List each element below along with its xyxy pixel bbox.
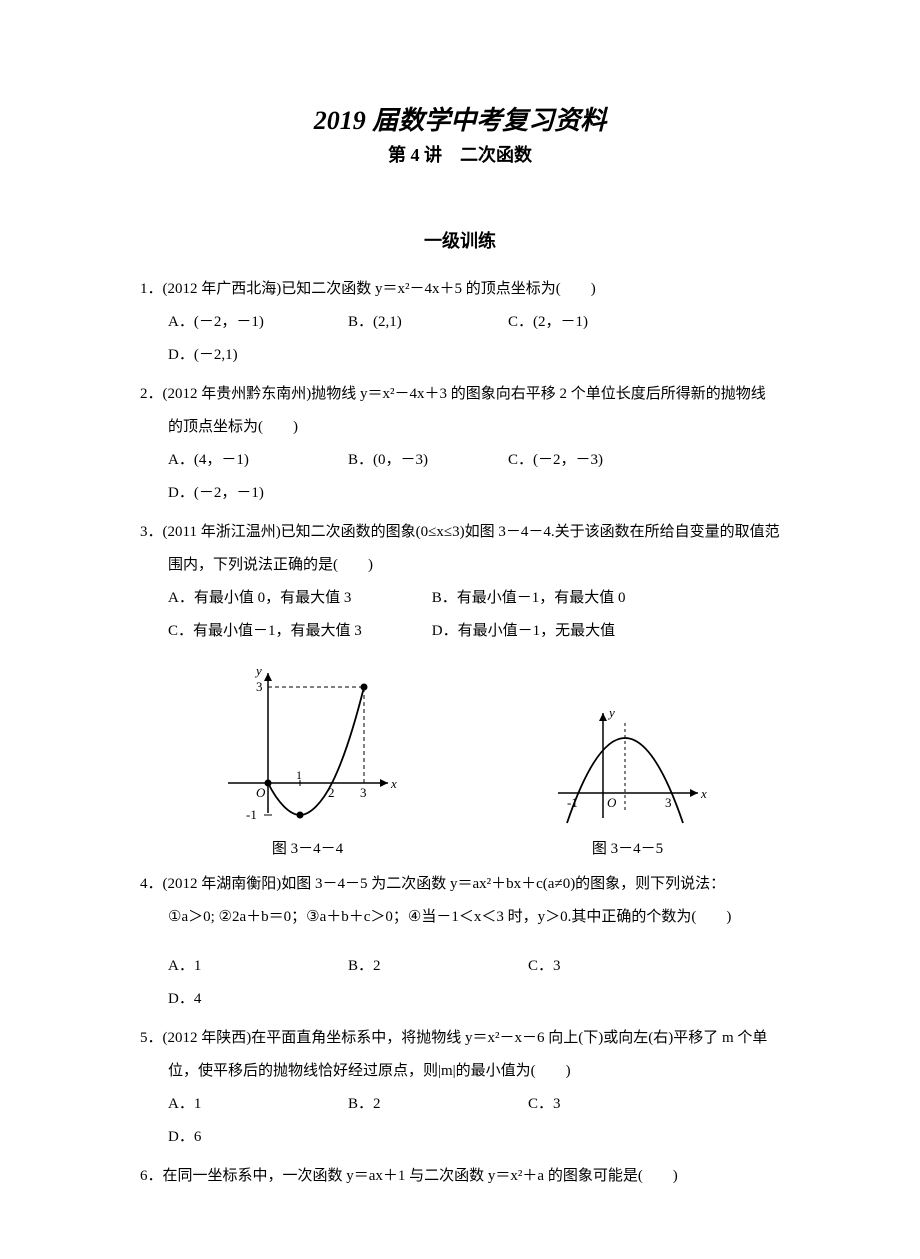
q3-opt-b: B．有最小值－1，有最大值 0 — [432, 590, 626, 606]
q4-text: 4．(2012 年湖南衡阳)如图 3－4－5 为二次函数 y＝ax²＋bx＋c(… — [140, 868, 780, 901]
q5-opt-a: A．1 — [168, 1088, 308, 1121]
figures-row: O x y 3 1 2 3 -1 — [140, 658, 780, 858]
figure-3-4-4: O x y 3 1 2 3 -1 — [213, 658, 403, 858]
q3-opt-a: A．有最小值 0，有最大值 3 — [168, 582, 428, 615]
q1-opt-d: D．(－2,1) — [168, 339, 238, 372]
q1-options: A．(－2，－1) B．(2,1) C．(2，－1) D．(－2,1) — [140, 306, 780, 372]
q2-options: A．(4，－1) B．(0，－3) C．(－2，－3) D．(－2，－1) — [140, 444, 780, 510]
q3-text: 3．(2011 年浙江温州)已知二次函数的图象(0≤x≤3)如图 3－4－4.关… — [140, 516, 780, 582]
q5-text: 5．(2012 年陕西)在平面直角坐标系中，将抛物线 y＝x²－x－6 向上(下… — [140, 1022, 780, 1088]
q2-opt-a: A．(4，－1) — [168, 444, 308, 477]
q2-opt-c: C．(－2，－3) — [508, 444, 648, 477]
question-5: 5．(2012 年陕西)在平面直角坐标系中，将抛物线 y＝x²－x－6 向上(下… — [140, 1022, 780, 1154]
svg-text:y: y — [254, 663, 262, 678]
sub-title: 第 4 讲 二次函数 — [140, 141, 780, 167]
q4-opt-b: B．2 — [348, 950, 488, 983]
question-4: 4．(2012 年湖南衡阳)如图 3－4－5 为二次函数 y＝ax²＋bx＋c(… — [140, 868, 780, 1016]
q3-opt-d: D．有最小值－1，无最大值 — [432, 623, 615, 639]
question-1: 1．(2012 年广西北海)已知二次函数 y＝x²－4x＋5 的顶点坐标为( )… — [140, 273, 780, 372]
q5-opt-d: D．6 — [168, 1121, 201, 1154]
q5-opt-b: B．2 — [348, 1088, 488, 1121]
question-6: 6．在同一坐标系中，一次函数 y＝ax＋1 与二次函数 y＝x²＋a 的图象可能… — [140, 1160, 780, 1193]
main-title: 2019 届数学中考复习资料 — [140, 100, 780, 137]
fig345-caption: 图 3－4－5 — [548, 837, 708, 858]
svg-text:-1: -1 — [246, 807, 257, 822]
question-2: 2．(2012 年贵州黔东南州)抛物线 y＝x²－4x＋3 的图象向右平移 2 … — [140, 378, 780, 510]
q2-text: 2．(2012 年贵州黔东南州)抛物线 y＝x²－4x＋3 的图象向右平移 2 … — [140, 378, 780, 444]
figure-3-4-5: O x y -1 3 — [548, 698, 708, 858]
svg-text:O: O — [256, 785, 266, 800]
svg-text:O: O — [607, 795, 617, 810]
q4-opt-d: D．4 — [168, 983, 201, 1016]
svg-text:3: 3 — [256, 679, 263, 694]
svg-text:x: x — [390, 776, 397, 791]
svg-text:1: 1 — [296, 768, 302, 782]
q4-cont: ①a＞0; ②2a＋b＝0；③a＋b＋c＞0；④当－1＜x＜3 时，y＞0.其中… — [140, 901, 780, 934]
svg-text:3: 3 — [360, 785, 367, 800]
svg-text:3: 3 — [665, 795, 672, 810]
section-title: 一级训练 — [140, 227, 780, 253]
fig344-svg: O x y 3 1 2 3 -1 — [213, 658, 403, 828]
q4-opt-a: A．1 — [168, 950, 308, 983]
svg-text:x: x — [700, 786, 707, 801]
q1-opt-a: A．(－2，－1) — [168, 306, 308, 339]
q2-opt-b: B．(0，－3) — [348, 444, 468, 477]
q2-opt-d: D．(－2，－1) — [168, 477, 264, 510]
q3-options-row2: C．有最小值－1，有最大值 3 D．有最小值－1，无最大值 — [140, 615, 780, 648]
fig344-caption: 图 3－4－4 — [213, 837, 403, 858]
page: 2019 届数学中考复习资料 第 4 讲 二次函数 一级训练 1．(2012 年… — [0, 0, 920, 1259]
fig345-svg: O x y -1 3 — [548, 698, 708, 828]
q4-opt-c: C．3 — [528, 950, 668, 983]
q3-opt-c: C．有最小值－1，有最大值 3 — [168, 615, 428, 648]
q4-options: A．1 B．2 C．3 D．4 — [140, 950, 780, 1016]
q5-options: A．1 B．2 C．3 D．6 — [140, 1088, 780, 1154]
svg-text:y: y — [607, 705, 615, 720]
q1-opt-c: C．(2，－1) — [508, 306, 648, 339]
q1-text: 1．(2012 年广西北海)已知二次函数 y＝x²－4x＋5 的顶点坐标为( ) — [140, 273, 780, 306]
q5-opt-c: C．3 — [528, 1088, 668, 1121]
q1-opt-b: B．(2,1) — [348, 306, 468, 339]
q6-text: 6．在同一坐标系中，一次函数 y＝ax＋1 与二次函数 y＝x²＋a 的图象可能… — [140, 1160, 780, 1193]
question-3: 3．(2011 年浙江温州)已知二次函数的图象(0≤x≤3)如图 3－4－4.关… — [140, 516, 780, 648]
q3-options-row1: A．有最小值 0，有最大值 3 B．有最小值－1，有最大值 0 — [140, 582, 780, 615]
